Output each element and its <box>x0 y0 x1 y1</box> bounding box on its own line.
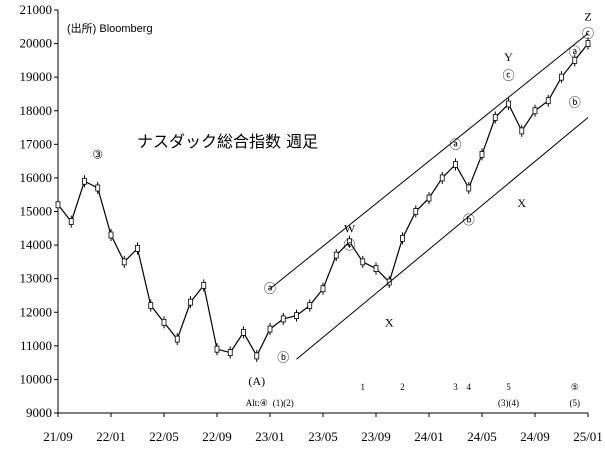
bottom-wave-label: ⑤ <box>571 382 579 392</box>
x-tick-label: 23/05 <box>308 429 338 444</box>
price-bar-body <box>492 114 498 121</box>
bottom-wave-label: 4 <box>467 382 472 392</box>
wave-label: X <box>517 196 526 210</box>
x-tick-label: 22/09 <box>202 429 232 444</box>
price-bar-body <box>585 40 591 47</box>
price-bar-body <box>333 251 339 259</box>
price-bar-body <box>121 258 127 266</box>
channel-upper-line <box>269 33 589 290</box>
price-bar-body <box>320 285 326 293</box>
x-tick-label: 23/01 <box>255 429 285 444</box>
wave-label: ③ <box>92 147 103 161</box>
price-bar-body <box>188 298 193 306</box>
price-bar-body <box>466 184 472 192</box>
price-bar-body <box>55 201 61 209</box>
price-bar-body <box>135 245 140 252</box>
price-bar-body <box>161 318 167 326</box>
price-bar-body <box>506 100 511 108</box>
wave-label: ⓑ <box>569 95 581 109</box>
wave-label: (A) <box>248 374 265 388</box>
bottom-wave-label: Alt:④ <box>246 398 268 408</box>
price-bar-body <box>439 174 445 182</box>
price-bar-body <box>572 56 578 64</box>
wave-label: ⓑ <box>463 213 475 227</box>
bottom-wave-label: (1)(2) <box>273 398 294 408</box>
price-bar-body <box>214 345 220 353</box>
price-bar-body <box>453 161 458 168</box>
y-tick-label: 9000 <box>26 405 52 420</box>
price-bar-body <box>280 315 286 323</box>
y-tick-label: 11000 <box>20 338 52 353</box>
wave-label: ⓒ <box>502 68 514 82</box>
wave-label: ⓐ <box>569 45 581 59</box>
price-bar-body <box>347 238 352 246</box>
x-tick-label: 24/05 <box>467 429 497 444</box>
price-series-line <box>57 43 589 358</box>
wave-label: ⓒ <box>343 238 355 252</box>
price-bar-body <box>559 73 564 81</box>
bottom-wave-label: 5 <box>506 382 511 392</box>
price-bar-body <box>532 107 538 115</box>
price-bar-body <box>201 281 207 289</box>
wave-label: Y <box>504 50 513 64</box>
price-bar-body <box>95 184 101 192</box>
x-tick-label: 24/09 <box>520 429 550 444</box>
price-bar-body <box>241 328 246 336</box>
price-bar-body <box>413 208 419 215</box>
price-bar-body <box>360 258 366 266</box>
price-bar-body <box>373 265 379 272</box>
x-tick-label: 23/09 <box>361 429 391 444</box>
x-tick-label: 22/05 <box>149 429 179 444</box>
price-bar-body <box>174 335 180 343</box>
bottom-wave-label: (3)(4) <box>498 398 519 408</box>
y-tick-label: 18000 <box>20 103 53 118</box>
y-tick-label: 17000 <box>20 136 53 151</box>
chart-title: ナスダック総合指数 週足 <box>137 132 318 151</box>
y-tick-label: 14000 <box>20 237 53 252</box>
wave-label: ⓐ <box>449 137 461 151</box>
x-tick-label: 24/01 <box>414 429 444 444</box>
price-bar-body <box>545 97 551 105</box>
bottom-wave-label: (5) <box>570 398 581 408</box>
price-bar-body <box>254 352 260 360</box>
bottom-wave-label: 2 <box>400 382 405 392</box>
wave-label: ⓒ <box>582 27 594 41</box>
y-tick-label: 19000 <box>20 69 53 84</box>
bottom-wave-label: 1 <box>361 382 366 392</box>
price-bar-body <box>426 194 432 202</box>
price-bar-body <box>68 218 74 225</box>
price-bar-body <box>479 151 485 158</box>
x-tick-label: 22/01 <box>96 429 126 444</box>
y-tick-label: 10000 <box>20 371 53 386</box>
price-bar-body <box>267 325 273 333</box>
price-bar-body <box>400 234 405 242</box>
source-label: (出所) Bloomberg <box>67 21 153 35</box>
wave-label: Z <box>584 10 591 24</box>
y-tick-label: 20000 <box>20 36 53 51</box>
bottom-wave-label: 3 <box>453 382 458 392</box>
x-tick-label: 25/01 <box>573 429 603 444</box>
wave-label: ⓑ <box>277 351 289 365</box>
price-bar-body <box>148 302 154 309</box>
x-tick-label: 21/09 <box>43 429 73 444</box>
price-bar-body <box>108 231 114 239</box>
wave-label: ⓐ <box>264 282 276 296</box>
channel-lower-line <box>296 117 589 360</box>
price-bar-body <box>82 177 87 185</box>
y-tick-label: 12000 <box>20 304 53 319</box>
wave-label: X <box>385 315 394 329</box>
y-tick-label: 16000 <box>20 170 53 185</box>
price-bar-body <box>519 127 525 135</box>
price-bar-body <box>294 312 299 320</box>
y-tick-label: 13000 <box>20 271 53 286</box>
price-bar-body <box>227 349 233 356</box>
y-tick-label: 15000 <box>20 204 53 219</box>
wave-label: W <box>344 221 356 235</box>
price-bar-body <box>307 302 313 309</box>
y-tick-label: 21000 <box>20 2 53 17</box>
